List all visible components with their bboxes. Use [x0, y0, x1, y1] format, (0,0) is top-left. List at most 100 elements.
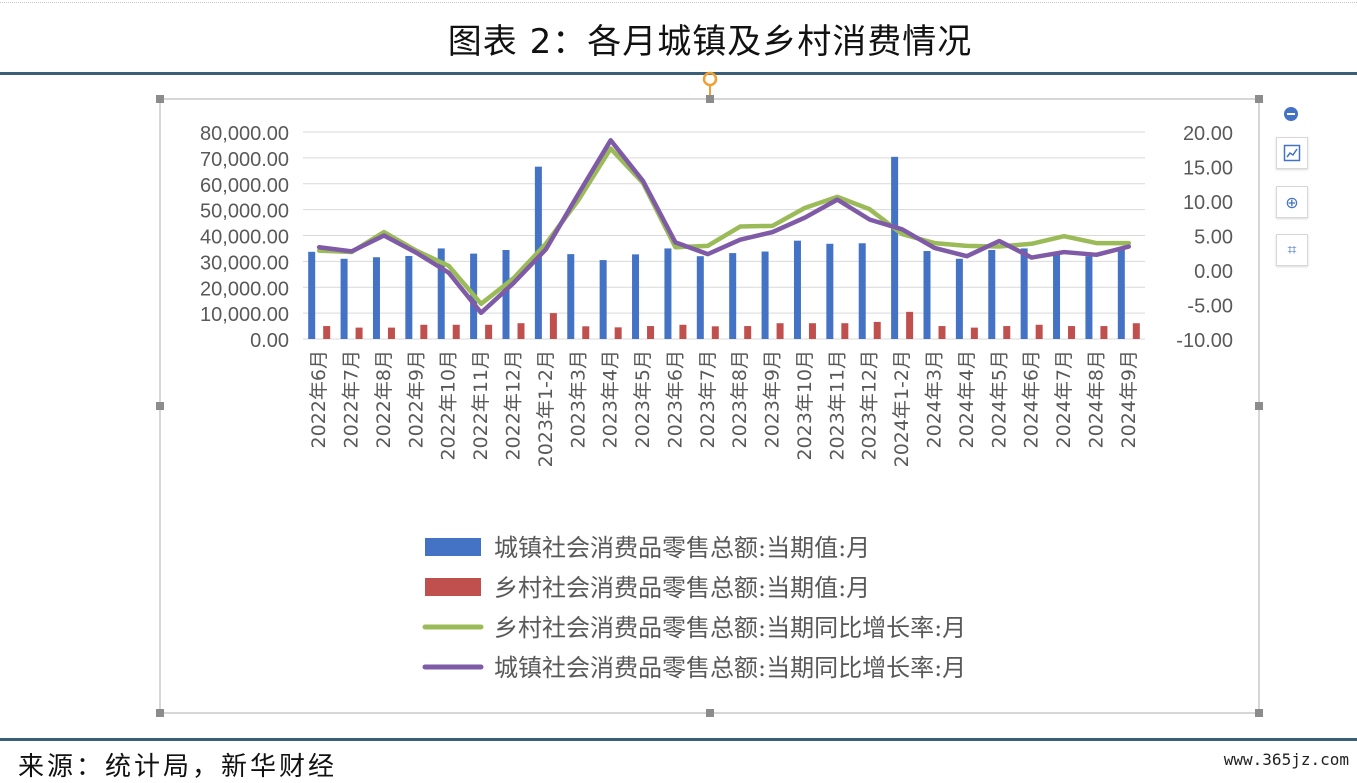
urban-retail-bar[interactable]	[923, 251, 931, 339]
resize-handle[interactable]	[1255, 709, 1263, 717]
x-category-label: 2022年8月	[373, 350, 395, 448]
y-right-tick: 0.00	[1194, 261, 1233, 283]
urban-retail-bar[interactable]	[988, 249, 996, 339]
rural-retail-bar[interactable]	[873, 321, 881, 339]
zoom-button[interactable]: ⊕	[1276, 186, 1308, 218]
rural-retail-bar[interactable]	[1003, 326, 1011, 339]
rural-retail-bar[interactable]	[517, 323, 525, 339]
rural-retail-bar[interactable]	[647, 326, 655, 339]
rural-retail-bar[interactable]	[387, 327, 395, 339]
rural-retail-bar[interactable]	[776, 323, 784, 339]
urban-retail-bar[interactable]	[502, 249, 510, 339]
resize-handle[interactable]	[706, 709, 714, 717]
urban-retail-bar[interactable]	[729, 253, 737, 339]
urban-retail-bar[interactable]	[858, 243, 866, 339]
rural-retail-bar[interactable]	[711, 326, 719, 339]
x-category-label: 2022年6月	[308, 350, 330, 448]
urban-retail-bar[interactable]	[437, 248, 445, 339]
y-right-tick: -5.00	[1187, 296, 1233, 318]
rural-retail-bar[interactable]	[744, 326, 752, 339]
rural-retail-bar[interactable]	[355, 327, 363, 339]
x-category-label: 2023年3月	[567, 350, 589, 448]
crop-icon: ⌗	[1287, 240, 1297, 259]
y-right-tick: 20.00	[1183, 123, 1233, 145]
rural-retail-bar[interactable]	[970, 327, 978, 339]
urban-growth-line[interactable]	[316, 138, 1132, 316]
resize-handle[interactable]	[156, 95, 164, 103]
rural-retail-bar[interactable]	[679, 324, 687, 339]
y-left-tick: 80,000.00	[200, 123, 289, 145]
chart-elements-icon	[1283, 144, 1301, 162]
y-left-tick: 70,000.00	[200, 149, 289, 171]
legend-swatch	[425, 578, 481, 596]
rural-retail-bar[interactable]	[841, 323, 849, 339]
urban-retail-bar[interactable]	[567, 254, 575, 339]
rural-retail-bar[interactable]	[485, 324, 493, 339]
legend-label: 城镇社会消费品零售总额:当期值:月	[494, 534, 870, 562]
urban-retail-bar[interactable]	[761, 251, 769, 339]
x-category-label: 2024年4月	[956, 350, 978, 448]
rural-retail-bar[interactable]	[614, 327, 622, 339]
rural-retail-bar[interactable]	[582, 326, 590, 339]
urban-retail-bar[interactable]	[1085, 256, 1093, 339]
urban-retail-bar[interactable]	[405, 255, 413, 339]
y-left-tick: 0.00	[250, 330, 289, 352]
rural-retail-bar[interactable]	[1132, 323, 1140, 339]
x-category-label: 2022年7月	[341, 350, 363, 448]
urban-retail-bar[interactable]	[632, 254, 640, 339]
y-left-tick: 30,000.00	[200, 252, 289, 274]
rural-retail-bar[interactable]	[1100, 326, 1108, 339]
x-category-label: 2024年3月	[924, 350, 946, 448]
urban-retail-bar[interactable]	[664, 248, 672, 339]
rural-retail-bar[interactable]	[808, 323, 816, 339]
rural-retail-bar[interactable]	[1068, 326, 1076, 339]
x-category-label: 2022年12月	[503, 350, 525, 461]
resize-handle[interactable]	[1255, 95, 1263, 103]
urban-retail-bar[interactable]	[1053, 254, 1061, 339]
rural-retail-bar[interactable]	[938, 326, 946, 339]
rural-retail-bar[interactable]	[1035, 324, 1043, 339]
urban-retail-bar[interactable]	[1117, 248, 1125, 339]
top-dotted-rule	[0, 2, 1357, 3]
rural-growth-line[interactable]	[316, 146, 1132, 307]
urban-retail-bar[interactable]	[826, 243, 834, 339]
rural-retail-bar[interactable]	[452, 324, 460, 339]
y-left-tick: 20,000.00	[200, 278, 289, 300]
x-category-label: 2023年6月	[664, 350, 686, 448]
crop-button[interactable]: ⌗	[1276, 234, 1308, 266]
chart-elements-button[interactable]	[1276, 137, 1308, 169]
resize-handle[interactable]	[706, 95, 714, 103]
y-right-tick: -10.00	[1176, 330, 1233, 352]
urban-retail-bar[interactable]	[599, 260, 607, 339]
rural-retail-bar[interactable]	[420, 324, 428, 339]
urban-retail-bar[interactable]	[696, 256, 704, 339]
y-right-tick: 5.00	[1194, 227, 1233, 249]
resize-handle[interactable]	[156, 709, 164, 717]
urban-retail-bar[interactable]	[1020, 248, 1028, 339]
rural-retail-bar[interactable]	[323, 326, 331, 339]
x-category-label: 2024年8月	[1085, 350, 1107, 448]
watermark: www.365jz.com	[1223, 750, 1349, 769]
x-category-label: 2023年9月	[762, 350, 784, 448]
x-category-label: 2022年11月	[470, 350, 492, 461]
urban-retail-bar[interactable]	[308, 251, 316, 339]
rural-retail-bar[interactable]	[906, 311, 914, 339]
y-left-tick: 60,000.00	[200, 175, 289, 197]
urban-retail-bar[interactable]	[372, 257, 380, 339]
urban-retail-bar[interactable]	[340, 258, 348, 339]
x-category-label: 2022年9月	[405, 350, 427, 448]
resize-handle[interactable]	[156, 402, 164, 410]
urban-retail-bar[interactable]	[891, 156, 899, 339]
rural-retail-bar[interactable]	[549, 313, 557, 339]
rotate-handle[interactable]	[702, 71, 718, 87]
page-title: 图表 2：各月城镇及乡村消费情况	[447, 22, 973, 62]
urban-retail-bar[interactable]	[793, 240, 801, 339]
bottom-divider	[0, 738, 1357, 741]
y-left-tick: 40,000.00	[200, 227, 289, 249]
top-divider	[0, 72, 1357, 75]
x-category-label: 2022年10月	[438, 350, 460, 461]
resize-handle[interactable]	[1255, 402, 1263, 410]
urban-retail-bar[interactable]	[955, 258, 963, 339]
x-category-label: 2023年12月	[859, 350, 881, 461]
